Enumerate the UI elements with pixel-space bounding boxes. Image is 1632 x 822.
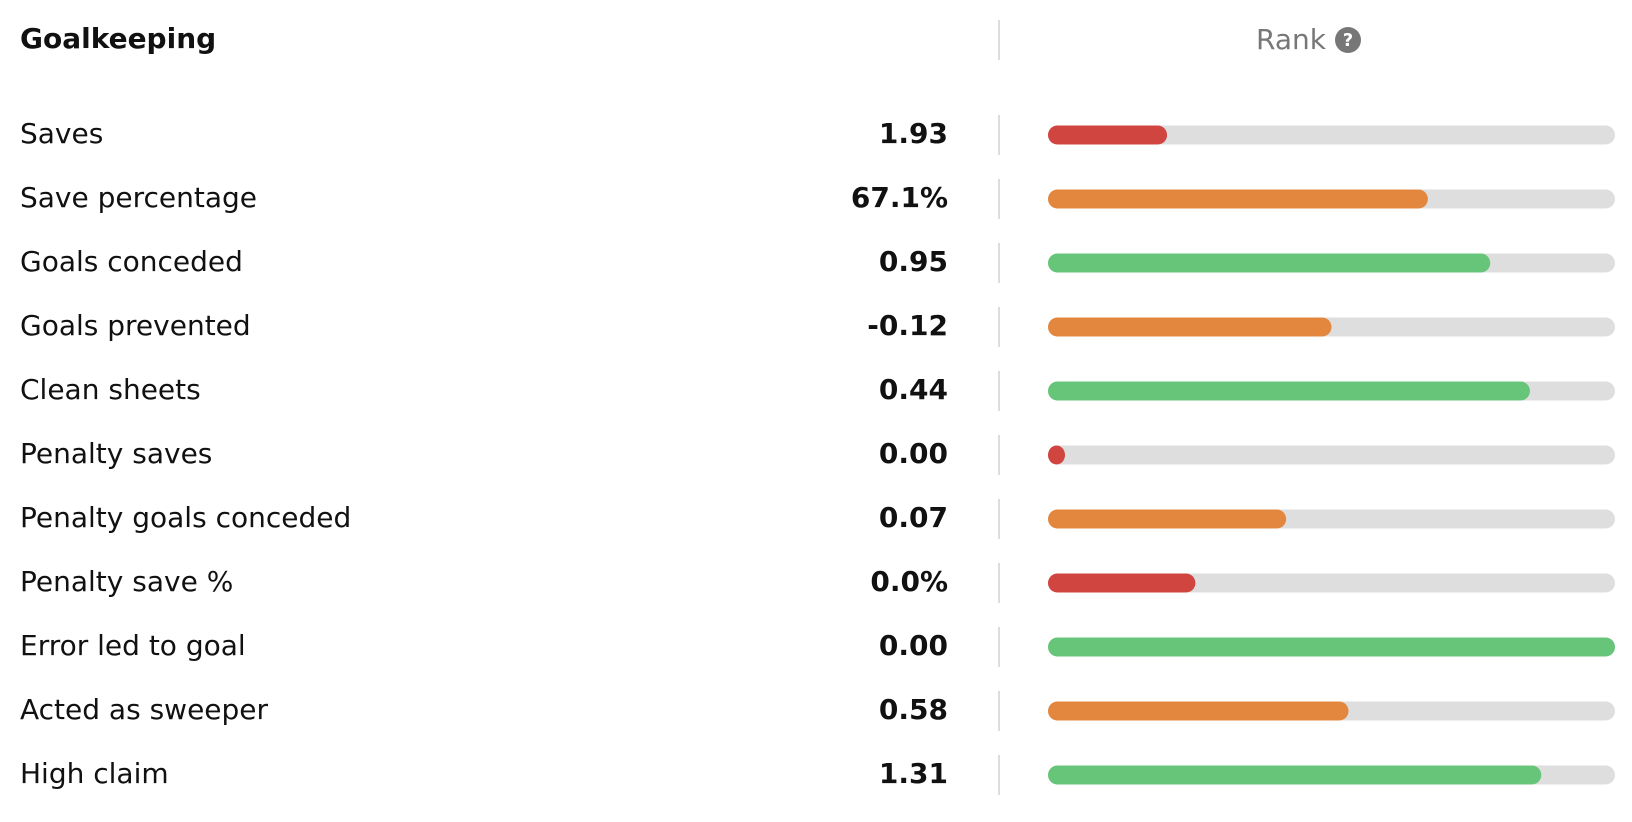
stat-value: 0.95 <box>879 245 948 278</box>
stat-label: Clean sheets <box>20 373 201 406</box>
rank-bar <box>1048 253 1491 273</box>
help-icon-glyph: ? <box>1343 30 1353 51</box>
rank-bar <box>1048 317 1332 337</box>
stat-value: 0.00 <box>879 437 948 470</box>
stat-value: 0.00 <box>879 629 948 662</box>
stat-label: High claim <box>20 757 169 790</box>
rank-track <box>1048 125 1615 145</box>
section-title: Goalkeeping <box>20 22 216 55</box>
stat-label: Goals conceded <box>20 245 243 278</box>
rank-bar <box>1048 573 1196 593</box>
stat-label: Error led to goal <box>20 629 246 662</box>
stat-label: Acted as sweeper <box>20 693 269 726</box>
stat-label: Goals prevented <box>20 309 251 342</box>
stat-value: 67.1% <box>851 181 948 214</box>
stat-value: 1.93 <box>879 117 948 150</box>
rank-bar <box>1048 125 1168 145</box>
rank-bar <box>1048 701 1349 721</box>
stat-value: 0.58 <box>879 693 948 726</box>
stat-label: Penalty goals conceded <box>20 501 351 534</box>
rank-bar <box>1048 637 1615 657</box>
stat-label: Saves <box>20 117 103 150</box>
help-icon[interactable] <box>1335 27 1361 53</box>
stat-value: 0.44 <box>879 373 948 406</box>
stat-value: 0.0% <box>870 565 948 598</box>
stat-label: Penalty saves <box>20 437 212 470</box>
rank-bar <box>1048 765 1542 785</box>
rank-bar <box>1048 189 1428 209</box>
stat-value: -0.12 <box>867 309 948 342</box>
rank-bar <box>1048 445 1066 465</box>
rank-bar <box>1048 381 1530 401</box>
stat-label: Save percentage <box>20 181 257 214</box>
stat-value: 1.31 <box>879 757 948 790</box>
rank-track <box>1048 445 1615 465</box>
rank-header: Rank <box>1256 23 1327 56</box>
rank-bar <box>1048 509 1287 529</box>
stat-label: Penalty save % <box>20 565 233 598</box>
stat-value: 0.07 <box>879 501 948 534</box>
